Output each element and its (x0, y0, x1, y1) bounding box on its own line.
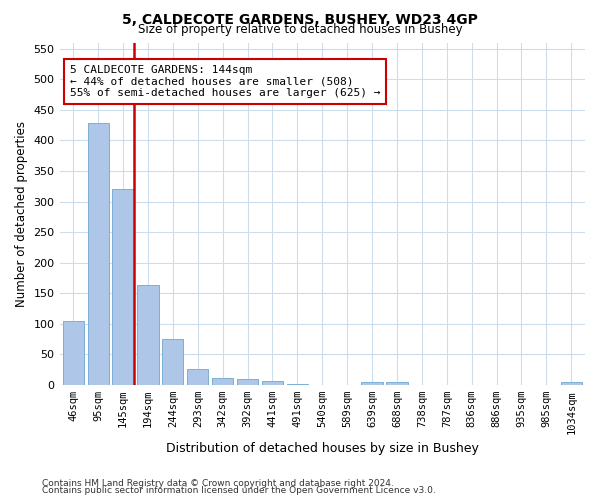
Bar (137, 286, 158, 385)
Bar (361, 382, 383, 385)
Bar (262, 381, 283, 385)
Bar (561, 382, 582, 385)
Text: Size of property relative to detached houses in Bushey: Size of property relative to detached ho… (137, 22, 463, 36)
Bar (112, 190, 134, 385)
Bar (212, 378, 233, 385)
Text: 5 CALDECOTE GARDENS: 144sqm
← 44% of detached houses are smaller (508)
55% of se: 5 CALDECOTE GARDENS: 144sqm ← 44% of det… (70, 65, 380, 98)
Text: Contains public sector information licensed under the Open Government Licence v3: Contains public sector information licen… (42, 486, 436, 495)
Bar (62, 321, 84, 385)
Bar (287, 384, 308, 385)
Bar (88, 123, 109, 385)
Bar (187, 368, 208, 385)
Text: 5, CALDECOTE GARDENS, BUSHEY, WD23 4GP: 5, CALDECOTE GARDENS, BUSHEY, WD23 4GP (122, 12, 478, 26)
X-axis label: Distribution of detached houses by size in Bushey: Distribution of detached houses by size … (166, 442, 479, 455)
Text: Contains HM Land Registry data © Crown copyright and database right 2024.: Contains HM Land Registry data © Crown c… (42, 478, 394, 488)
Bar (162, 339, 184, 385)
Bar (237, 379, 258, 385)
Y-axis label: Number of detached properties: Number of detached properties (15, 121, 28, 307)
Bar (386, 382, 407, 385)
